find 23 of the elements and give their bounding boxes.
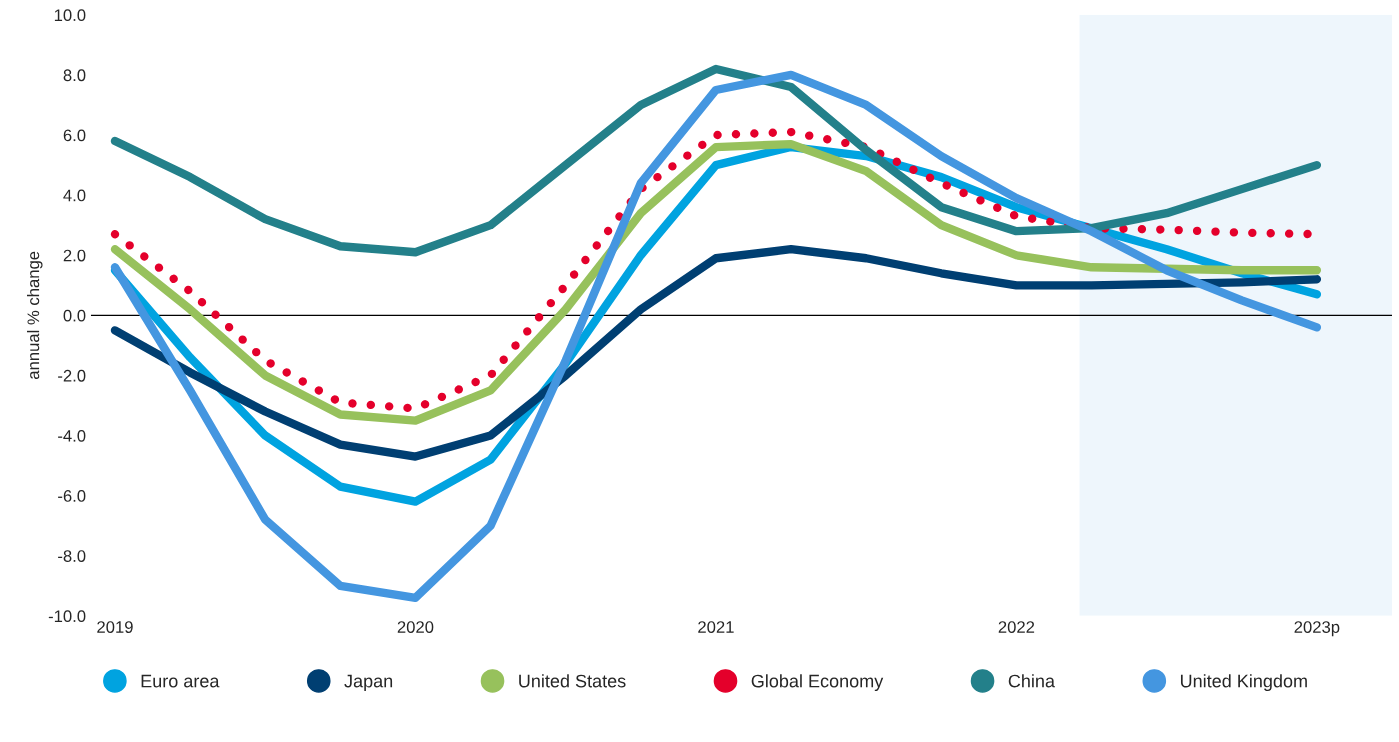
y-tick-label: -2.0 — [58, 369, 86, 382]
legend-label: United Kingdom — [1180, 674, 1307, 692]
y-tick-label: 0.0 — [63, 309, 86, 322]
y-axis-title: annual % change — [27, 251, 43, 380]
x-tick-label: 2021 — [698, 621, 734, 633]
x-tick-label: 2022 — [998, 621, 1035, 633]
y-tick-label: 10.0 — [54, 9, 86, 22]
y-tick-label: -4.0 — [58, 429, 86, 442]
x-tick-label: 2019 — [97, 621, 133, 633]
legend-label: Japan — [344, 674, 393, 692]
legend-label: United States — [519, 674, 626, 688]
y-tick-label: -6.0 — [58, 490, 86, 502]
x-tick-label: 2023p — [1294, 621, 1340, 637]
y-tick-label: -8.0 — [58, 550, 86, 562]
x-tick-label: 2020 — [397, 621, 434, 633]
y-tick-label: 8.0 — [63, 69, 86, 82]
legend-label: Global Economy — [751, 674, 884, 692]
y-tick-label: 6.0 — [63, 129, 86, 142]
y-tick-label: -10.0 — [48, 610, 86, 623]
y-tick-label: 4.0 — [63, 189, 86, 202]
y-tick-label: 2.0 — [63, 249, 86, 262]
legend-label: China — [1008, 674, 1055, 688]
legend-label: Euro area — [141, 674, 220, 688]
